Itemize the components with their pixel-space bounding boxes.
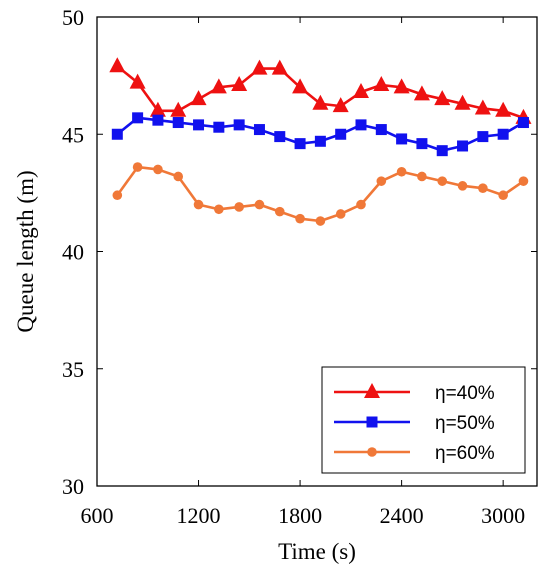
data-point (335, 128, 347, 140)
legend-label: η=50% (435, 413, 495, 434)
series-layer (109, 57, 532, 226)
data-point (497, 128, 509, 140)
x-tick-label: 3000 (481, 503, 525, 528)
y-axis-title: Queue length (m) (13, 170, 38, 332)
data-point (413, 85, 430, 101)
y-tick-label: 45 (62, 122, 84, 147)
data-point (474, 99, 491, 115)
data-point (314, 135, 326, 147)
data-point (214, 204, 224, 215)
legend-label: η=60% (435, 443, 495, 464)
data-point (457, 140, 469, 152)
data-point (149, 101, 166, 117)
data-point (233, 119, 245, 131)
data-point (271, 59, 288, 75)
legend-marker (367, 447, 377, 457)
data-point (254, 199, 265, 210)
data-point (294, 138, 306, 150)
data-point (295, 213, 305, 224)
data-point (437, 176, 448, 186)
data-point (193, 119, 205, 131)
data-point (251, 59, 268, 75)
series-2 (111, 112, 529, 157)
data-point (478, 183, 488, 193)
y-tick-label: 50 (62, 5, 84, 30)
x-tick-label: 600 (81, 503, 114, 528)
data-point (335, 209, 346, 219)
legend-marker (366, 416, 378, 428)
data-point (396, 133, 408, 145)
data-point (393, 78, 410, 94)
data-point (193, 199, 204, 210)
y-tick-label: 40 (62, 240, 84, 265)
data-point (170, 101, 187, 117)
data-point (332, 97, 349, 113)
data-point (517, 117, 529, 129)
data-point (152, 114, 164, 126)
data-point (373, 76, 390, 92)
data-point (132, 112, 144, 124)
data-point (356, 199, 366, 210)
data-point (396, 166, 407, 177)
data-point (153, 164, 163, 175)
data-point (231, 76, 248, 92)
x-tick-label: 2400 (380, 503, 424, 528)
x-axis-title: Time (s) (278, 539, 356, 564)
data-point (112, 190, 123, 201)
legend-entry: η=40% (334, 383, 495, 404)
data-point (132, 162, 143, 172)
data-point (292, 78, 309, 94)
data-point (353, 83, 369, 99)
data-point (213, 121, 225, 133)
data-point (253, 124, 265, 136)
series-1 (109, 57, 532, 124)
axis-ticks: 600 1200 1800 2400 3000 30 35 40 45 50 (62, 5, 537, 528)
data-point (376, 176, 387, 186)
data-point (315, 216, 326, 226)
data-point (457, 181, 468, 191)
legend-label: η=40% (435, 383, 495, 404)
data-point (454, 94, 471, 110)
data-point (190, 90, 207, 106)
data-point (518, 176, 529, 186)
data-point (498, 190, 508, 201)
data-point (436, 145, 448, 157)
data-point (355, 119, 367, 131)
data-point (416, 138, 428, 150)
y-tick-label: 35 (62, 357, 84, 382)
data-point (312, 94, 329, 110)
data-point (495, 101, 512, 117)
legend: η=40% η=50% η=60% (321, 366, 526, 474)
data-point (375, 124, 387, 136)
legend-marker (364, 383, 380, 398)
data-point (477, 131, 489, 143)
legend-entry: η=50% (334, 413, 495, 434)
data-point (129, 73, 146, 89)
legend-box (321, 366, 526, 474)
data-point (109, 57, 126, 73)
data-point (234, 202, 244, 212)
data-point (417, 171, 427, 182)
data-point (274, 131, 286, 143)
data-point (210, 78, 227, 94)
x-tick-label: 1200 (177, 503, 221, 528)
data-point (172, 117, 184, 129)
data-point (173, 171, 184, 182)
series-3 (112, 162, 529, 226)
x-tick-label: 1800 (278, 503, 322, 528)
legend-entry: η=60% (334, 443, 495, 464)
data-point (111, 128, 123, 140)
data-point (274, 206, 285, 217)
data-point (434, 90, 451, 106)
y-tick-label: 30 (62, 474, 84, 499)
